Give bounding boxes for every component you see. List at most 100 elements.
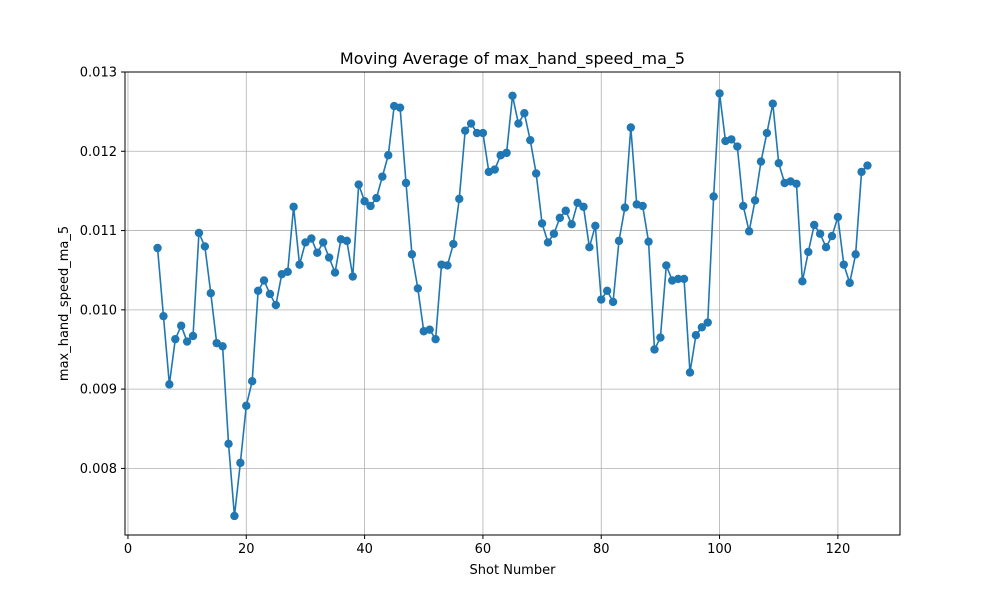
- data-point: [697, 323, 707, 332]
- data-point: [555, 213, 565, 223]
- data-point: [614, 236, 624, 246]
- data-point: [165, 380, 174, 389]
- data-point: [348, 272, 357, 281]
- data-point: [153, 243, 162, 253]
- data-point: [283, 267, 292, 276]
- data-point: [638, 201, 647, 211]
- chart-title: Moving Average of max_hand_speed_ma_5: [340, 49, 685, 69]
- y-tick-label: 0.011: [80, 224, 117, 239]
- data-point: [768, 99, 778, 108]
- data-point: [218, 342, 227, 351]
- data-point: [455, 194, 464, 204]
- data-point: [360, 197, 369, 206]
- data-point: [608, 297, 618, 307]
- data-point: [378, 172, 387, 181]
- data-point: [762, 128, 772, 138]
- y-tick-label: 0.010: [80, 303, 117, 318]
- data-point: [206, 288, 215, 298]
- data-point: [449, 239, 458, 249]
- data-point: [271, 300, 281, 310]
- data-point: [815, 229, 825, 238]
- data-point: [549, 229, 559, 238]
- data-point: [597, 295, 606, 304]
- data-point: [159, 311, 168, 321]
- data-point: [591, 221, 600, 231]
- data-point: [502, 148, 511, 158]
- data-point: [709, 192, 718, 201]
- x-tick-label: 80: [593, 542, 610, 557]
- data-point: [236, 458, 245, 468]
- x-tick-label: 100: [707, 542, 732, 557]
- data-point: [318, 238, 328, 247]
- data-point: [295, 260, 304, 269]
- data-point: [810, 220, 819, 230]
- data-point: [602, 286, 612, 296]
- data-point: [561, 206, 570, 215]
- data-point: [739, 201, 748, 211]
- y-tick-label: 0.008: [80, 462, 117, 477]
- data-point: [526, 135, 535, 145]
- data-point: [324, 253, 334, 262]
- x-tick-label: 60: [475, 542, 492, 557]
- data-point: [774, 158, 783, 168]
- x-tick-label: 0: [124, 542, 132, 557]
- data-point: [354, 180, 363, 189]
- axis-ticks: 0 20 40 60 80 100 120 0.008 0.009 0.010 0.011 0.012…: [80, 66, 851, 558]
- data-point: [330, 268, 340, 277]
- data-point: [715, 89, 724, 98]
- data-point: [182, 337, 192, 346]
- data-point: [253, 286, 263, 296]
- data-point: [626, 123, 636, 132]
- data-point: [543, 238, 553, 247]
- data-point: [833, 212, 843, 222]
- data-point: [171, 334, 180, 344]
- plot-frame: [124, 71, 901, 536]
- data-point: [857, 167, 866, 177]
- data-point: [478, 128, 488, 138]
- y-axis-label: max_hand_speed_ma_5: [57, 226, 72, 381]
- data-point: [679, 274, 689, 284]
- data-point: [703, 318, 712, 327]
- x-axis-label: Shot Number: [470, 563, 557, 578]
- data-point: [863, 161, 872, 170]
- data-point: [750, 196, 760, 205]
- y-tick-label: 0.013: [80, 66, 117, 81]
- data-point: [443, 261, 452, 270]
- data-point: [472, 128, 482, 138]
- data-point: [798, 277, 807, 286]
- data-point: [342, 236, 352, 246]
- data-point: [579, 202, 588, 211]
- data-point: [188, 331, 198, 341]
- data-point: [177, 321, 186, 330]
- x-tick-label: 40: [356, 542, 373, 557]
- data-point: [845, 278, 854, 288]
- data-point: [242, 401, 251, 410]
- data-point: [313, 248, 322, 257]
- data-point: [792, 179, 801, 188]
- data-point: [744, 227, 754, 236]
- y-tick-label: 0.009: [80, 383, 117, 398]
- y-tick-label: 0.012: [80, 145, 117, 160]
- data-point: [851, 250, 860, 259]
- data-point: [520, 109, 529, 118]
- data-point: [691, 331, 701, 340]
- data-point: [673, 274, 683, 284]
- data-point: [301, 238, 310, 247]
- data-point: [425, 325, 434, 334]
- data-point: [514, 119, 523, 128]
- data-point: [508, 91, 517, 100]
- x-tick-label: 120: [825, 542, 850, 557]
- data-point: [727, 135, 736, 144]
- data-point: [490, 165, 499, 174]
- data-point: [821, 243, 831, 252]
- data-point: [194, 228, 204, 238]
- data-point: [200, 242, 210, 251]
- data-point: [289, 202, 298, 211]
- data-point: [247, 376, 257, 386]
- data-point: [224, 439, 233, 449]
- data-point: [644, 237, 653, 246]
- data-point: [230, 511, 239, 521]
- data-point: [685, 368, 695, 377]
